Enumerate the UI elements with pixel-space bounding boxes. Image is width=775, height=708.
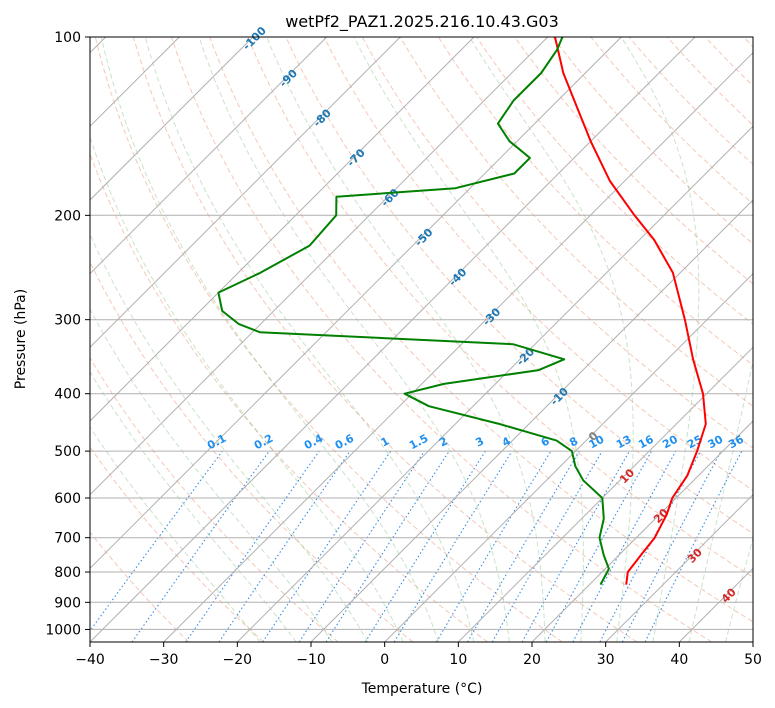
profile-lines: [217, 37, 707, 586]
mixing-ratio-line: [393, 450, 513, 642]
moist-adiabat: [90, 232, 369, 642]
x-tick-label: 40: [670, 652, 688, 668]
y-axis: 100 200 300 400 500 600 700 800 900 1000: [45, 30, 90, 638]
dry-adiabat: [247, 37, 753, 578]
y-tick-label: 900: [54, 595, 81, 611]
isotherm-line: [457, 346, 753, 642]
x-tick-label: −20: [223, 652, 253, 668]
x-axis: −40 −30 −20 −10 0 10 20 30 40 50: [75, 642, 762, 668]
mixing-ratio-label: 13: [614, 433, 634, 452]
x-axis-label: Temperature (°C): [361, 681, 483, 697]
dry-adiabat: [209, 37, 753, 623]
mixing-ratio-line: [131, 450, 270, 642]
isotherm-line: [310, 199, 753, 642]
y-tick-label: 600: [54, 491, 81, 507]
moist-adiabat: [90, 308, 333, 642]
y-tick-label: 100: [54, 30, 81, 46]
mixing-ratio-label: 36: [726, 433, 746, 452]
mixing-ratio-line: [572, 450, 677, 642]
mixing-ratio-line: [262, 450, 392, 642]
plot-frame: [89, 36, 754, 643]
mixing-ratio-line: [298, 450, 425, 642]
moist-adiabat: [100, 37, 439, 642]
y-tick-label: 200: [54, 208, 81, 224]
x-tick-label: 0: [380, 652, 389, 668]
isotherm-line: [90, 37, 401, 349]
dry-adiabat: [437, 37, 753, 366]
x-tick-label: −10: [296, 652, 326, 668]
isotherm-line: [163, 51, 753, 642]
isotherm-grid: [90, 37, 753, 642]
x-tick-label: 10: [449, 652, 467, 668]
isotherm-line: [90, 37, 549, 496]
mixing-ratio-label: 16: [636, 433, 656, 452]
dry-adiabat: [285, 37, 753, 535]
dry-adiabat: [132, 37, 638, 642]
moist-adiabat: [620, 37, 700, 642]
dry-adiabat: [171, 37, 712, 642]
isotherm-line: [605, 493, 753, 642]
background-lines: [90, 37, 753, 642]
isotherm-line: [752, 641, 753, 642]
isotherm-line: [531, 420, 753, 642]
mixing-ratio-line: [90, 450, 223, 632]
moist-adiabat: [266, 37, 546, 642]
mixing-ratio-label: 30: [706, 433, 726, 452]
y-tick-label: 700: [54, 531, 81, 547]
mixing-ratio-line: [521, 450, 630, 642]
chart-title: wetPf2_PAZ1.2025.216.10.43.G03: [285, 12, 559, 32]
isotherm-line: [90, 37, 254, 201]
mixing-ratio-label: 25: [685, 433, 705, 452]
moist-adiabat: [144, 37, 475, 642]
mixing-ratio-line: [545, 450, 653, 642]
mixing-ratio-line: [218, 450, 351, 642]
y-tick-label: 1000: [45, 622, 81, 638]
y-tick-label: 800: [54, 565, 81, 581]
dry-adiabat: [361, 37, 753, 449]
x-tick-label: 30: [597, 652, 615, 668]
mixing-ratio-label: 10: [587, 433, 607, 452]
dry-adiabat: [94, 37, 563, 642]
dry-adiabat: [514, 37, 753, 285]
y-axis-label: Pressure (hPa): [13, 289, 29, 389]
dry-adiabat: [399, 37, 753, 407]
dry-adiabat: [323, 37, 753, 491]
dry-adiabat: [90, 531, 190, 642]
isotherm-line: [90, 37, 696, 642]
mixing-ratio-line: [325, 450, 450, 642]
x-tick-label: −40: [75, 652, 105, 668]
dewpoint-profile: [217, 37, 610, 586]
isotherm-line: [90, 37, 622, 570]
dry-adiabat: [90, 356, 339, 642]
isotherm-line: [90, 37, 475, 422]
isotherm-line: [90, 37, 328, 275]
mixing-ratio-label: 20: [660, 433, 680, 452]
moist-adiabat: [198, 37, 510, 642]
moist-adiabat: [353, 37, 584, 642]
mixing-ratio-line: [185, 450, 320, 642]
temperature-profile: [554, 37, 707, 585]
isotherm-line: [384, 272, 753, 642]
dry-adiabat: [90, 152, 488, 642]
x-tick-label: −30: [149, 652, 179, 668]
y-tick-label: 500: [54, 444, 81, 460]
moist-adiabat: [90, 426, 261, 642]
x-tick-label: 50: [744, 652, 762, 668]
moist-adiabat: [725, 536, 753, 642]
mixing-ratio-line: [644, 450, 743, 642]
isotherm-line: [236, 125, 753, 642]
x-tick-label: 20: [523, 652, 541, 668]
moist-adiabat: [90, 135, 404, 642]
y-tick-label: 400: [54, 387, 81, 403]
y-tick-label: 300: [54, 313, 81, 329]
moist-adiabat: [688, 358, 753, 642]
dry-adiabat: [90, 446, 264, 642]
